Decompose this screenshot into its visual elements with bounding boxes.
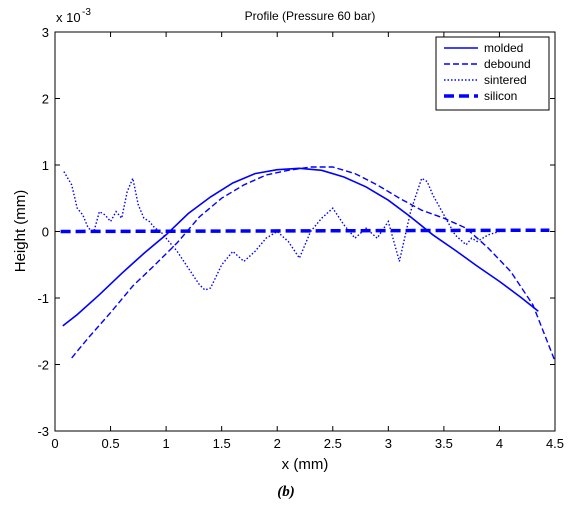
series-line-silicon	[60, 228, 550, 234]
legend-label-molded: molded	[484, 41, 523, 55]
y-multiplier-label: x 10	[56, 10, 81, 25]
legend-label-debound: debound	[484, 57, 531, 71]
profile-chart: Profile (Pressure 60 bar) 0 0.5 1 1.5 2 2.5 3 3…	[12, 7, 564, 473]
x-tick-label: 2	[274, 436, 281, 451]
x-tick-label: 3	[385, 436, 392, 451]
y-tick-label: 3	[42, 25, 49, 40]
x-tick-label: 0	[51, 436, 58, 451]
x-tick-label: 4.5	[546, 436, 564, 451]
x-tick-label: 3.5	[435, 436, 453, 451]
legend-box	[435, 36, 550, 111]
y-tick-label: -1	[37, 291, 49, 306]
y-axis-label: Height (mm)	[12, 190, 29, 273]
legend-label-silicon: silicon	[484, 89, 517, 103]
x-tick-label: 1	[162, 436, 169, 451]
y-tick-label: 0	[42, 225, 49, 240]
x-tick-label: 1.5	[213, 436, 231, 451]
figure-caption: (b)	[277, 484, 295, 500]
x-tick-label: 2.5	[324, 436, 342, 451]
y-tick-label: -3	[37, 424, 49, 439]
legend: molded debound sintered silicon	[435, 36, 550, 111]
series-line-sintered	[63, 171, 500, 291]
y-tick-label: -2	[37, 358, 49, 373]
x-tick-label: 0.5	[102, 436, 120, 451]
series-lines	[60, 166, 556, 362]
y-tick-label: 1	[42, 158, 49, 173]
x-tick-label: 4	[496, 436, 503, 451]
legend-label-sintered: sintered	[484, 73, 527, 87]
axis-ticks: 0 0.5 1 1.5 2 2.5 3 3.5 4 4.5 -3 -2 -1 0 1 2 3	[37, 25, 564, 451]
y-tick-label: 2	[42, 92, 49, 107]
series-line-molded	[62, 167, 539, 327]
x-axis-label: x (mm)	[282, 456, 329, 473]
y-multiplier-exponent: -3	[82, 7, 91, 18]
chart-title: Profile (Pressure 60 bar)	[245, 9, 376, 23]
